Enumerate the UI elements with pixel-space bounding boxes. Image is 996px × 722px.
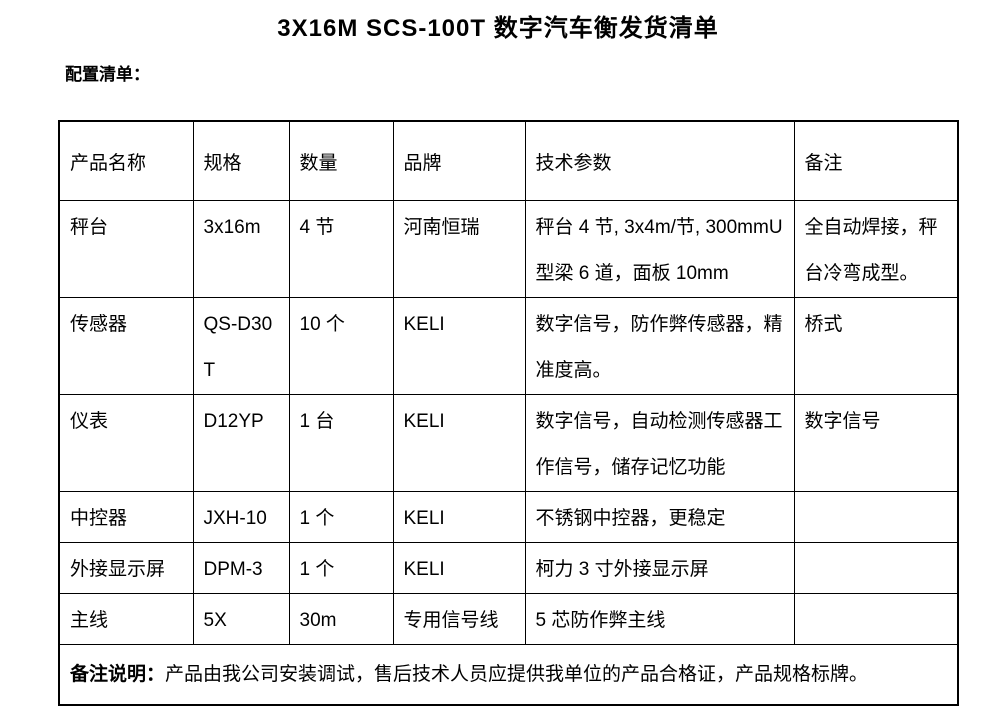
cell-note: 全自动焊接，秤台冷弯成型。 [793,200,959,298]
cell-note [793,491,959,543]
cell-spec: DPM-3 [192,542,290,594]
header-spec: 规格 [192,120,290,201]
header-note: 备注 [793,120,959,201]
cell-spec: D12YP [192,394,290,492]
page-title: 3X16M SCS-100T 数字汽车衡发货清单 [277,15,719,42]
header-qty: 数量 [288,120,394,201]
header-product: 产品名称 [58,120,194,201]
footer-row: 备注说明：产品由我公司安装调试，售后技术人员应提供我单位的产品合格证，产品规格标… [58,644,959,706]
cell-note: 桥式 [793,297,959,395]
header-brand: 品牌 [392,120,526,201]
cell-spec: 3x16m [192,200,290,298]
cell-brand: KELI [392,542,526,594]
footer-note-label: 备注说明： [70,663,166,685]
cell-spec: QS-D30T [192,297,290,395]
table-row-indicator: 仪表 D12YP 1 台 KELI 数字信号，自动检测传感器工作信号，储存记忆功… [58,394,959,492]
cell-params: 不锈钢中控器，更稳定 [524,491,795,543]
cell-params: 5 芯防作弊主线 [524,593,795,645]
table-row-main-cable: 主线 5X 30m 专用信号线 5 芯防作弊主线 [58,593,959,645]
cell-params: 柯力 3 寸外接显示屏 [524,542,795,594]
config-table: 产品名称 规格 数量 品牌 技术参数 备注 秤台 3x16m 4 节 河南恒瑞 … [58,120,959,706]
cell-params: 秤台 4 节, 3x4m/节, 300mmU型梁 6 道，面板 10mm [524,200,795,298]
cell-product: 秤台 [58,200,194,298]
table-row-controller: 中控器 JXH-10 1 个 KELI 不锈钢中控器，更稳定 [58,491,959,543]
footer-note-cell: 备注说明：产品由我公司安装调试，售后技术人员应提供我单位的产品合格证，产品规格标… [58,644,959,706]
table-row-external-display: 外接显示屏 DPM-3 1 个 KELI 柯力 3 寸外接显示屏 [58,542,959,594]
cell-product: 中控器 [58,491,194,543]
table-row-weighbridge: 秤台 3x16m 4 节 河南恒瑞 秤台 4 节, 3x4m/节, 300mmU… [58,200,959,298]
cell-spec: 5X [192,593,290,645]
cell-product: 主线 [58,593,194,645]
cell-qty: 4 节 [288,200,394,298]
cell-qty: 1 台 [288,394,394,492]
cell-qty: 1 个 [288,542,394,594]
cell-note [793,593,959,645]
cell-qty: 30m [288,593,394,645]
section-label: 配置清单： [65,65,150,84]
cell-params: 数字信号，防作弊传感器，精准度高。 [524,297,795,395]
cell-product: 传感器 [58,297,194,395]
cell-brand: 河南恒瑞 [392,200,526,298]
cell-brand: 专用信号线 [392,593,526,645]
footer-note-text: 产品由我公司安装调试，售后技术人员应提供我单位的产品合格证，产品规格标牌。 [165,663,869,685]
cell-brand: KELI [392,394,526,492]
cell-product: 外接显示屏 [58,542,194,594]
cell-brand: KELI [392,491,526,543]
cell-params: 数字信号，自动检测传感器工作信号，储存记忆功能 [524,394,795,492]
table-row-sensor: 传感器 QS-D30T 10 个 KELI 数字信号，防作弊传感器，精准度高。 … [58,297,959,395]
cell-note: 数字信号 [793,394,959,492]
cell-brand: KELI [392,297,526,395]
cell-qty: 10 个 [288,297,394,395]
cell-product: 仪表 [58,394,194,492]
cell-spec: JXH-10 [192,491,290,543]
header-row: 产品名称 规格 数量 品牌 技术参数 备注 [58,120,959,201]
cell-qty: 1 个 [288,491,394,543]
cell-note [793,542,959,594]
header-params: 技术参数 [524,120,795,201]
